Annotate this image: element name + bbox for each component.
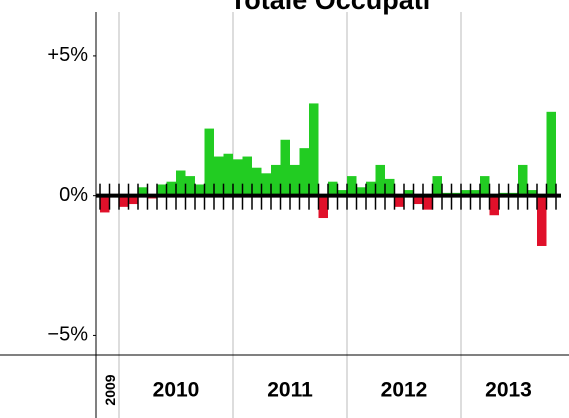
bar [299,148,309,196]
y-tick-label: 0% [59,184,88,206]
bar [138,187,148,196]
bar [480,176,490,196]
bar [394,195,404,207]
bar [309,103,319,196]
bar [185,176,195,196]
y-tick-label: +5% [47,44,88,66]
y-tick-label: −5% [47,324,88,346]
bar [223,153,233,196]
bar [157,184,167,196]
year-label: 2013 [485,379,532,402]
year-label: 2012 [381,379,428,402]
bar [271,164,281,196]
bar [432,176,442,196]
bar [318,195,328,219]
bar [518,164,528,196]
bar [242,156,252,196]
bar [337,190,347,196]
chart-title: Totale Occupati [230,0,431,15]
bar [128,195,138,205]
bar [404,190,414,196]
bar [166,181,176,196]
bar [546,111,556,196]
bar [204,128,214,196]
year-label: 2011 [267,379,313,402]
bar [233,159,243,196]
bar [290,164,300,196]
bar [366,181,376,196]
bar [176,170,186,196]
bar [470,190,480,196]
bar [375,164,385,196]
bar [347,176,357,196]
bar [214,156,224,196]
bar [119,195,129,207]
bar [423,195,433,210]
bar [385,178,395,196]
bar [252,167,262,196]
bar [356,187,366,196]
bar [537,195,547,246]
bar [489,195,499,216]
year-label: 2010 [153,379,200,402]
bar [100,195,110,213]
bar [328,181,338,196]
bar [461,190,471,196]
year-label: 2009 [102,374,118,405]
bar [261,173,271,196]
bar [195,184,205,196]
bar [280,139,290,196]
bar [527,190,537,196]
bar [413,195,423,205]
